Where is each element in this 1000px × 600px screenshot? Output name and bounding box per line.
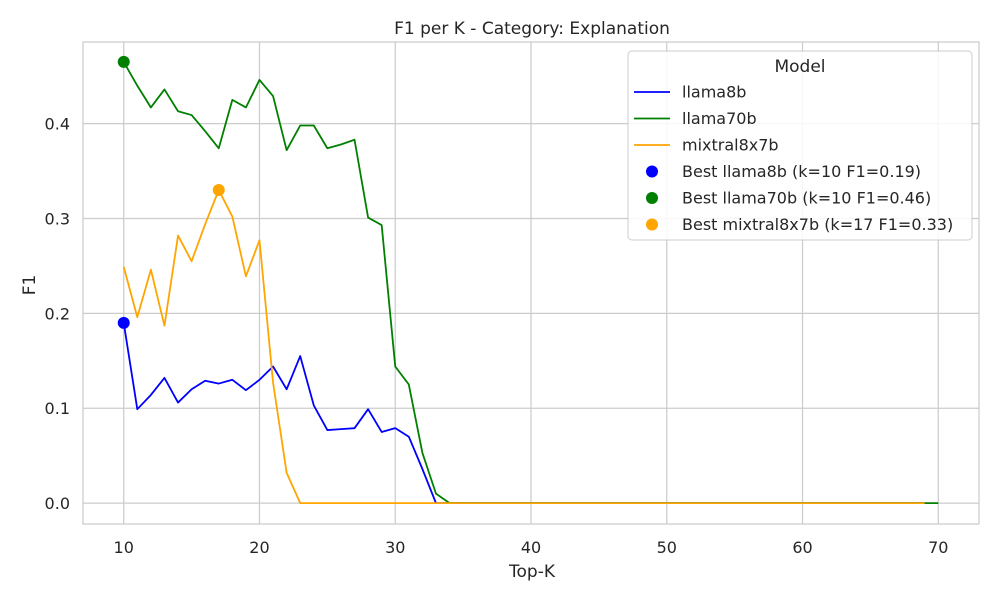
best-point-marker-0 bbox=[117, 316, 130, 329]
legend-label: mixtral8x7b bbox=[682, 136, 779, 155]
x-tick-label: 40 bbox=[521, 538, 541, 557]
x-tick-label: 60 bbox=[792, 538, 812, 557]
legend-marker-swatch bbox=[646, 165, 658, 178]
legend-entries: llama8b llama70b mixtral8x7b Best llama8b (… bbox=[634, 83, 953, 234]
series-line-mixtral8x7b bbox=[122, 189, 925, 505]
best-point-marker-1 bbox=[117, 55, 130, 68]
legend-box bbox=[627, 50, 973, 241]
y-tick-labels: 0.0 0.1 0.2 0.3 0.4 bbox=[45, 115, 70, 514]
y-tick-label: 0.1 bbox=[45, 399, 70, 418]
y-tick-label: 0.3 bbox=[45, 209, 70, 228]
best-point-marker-2 bbox=[212, 184, 225, 197]
legend-label: Best mixtral8x7b (k=17 F1=0.33) bbox=[682, 215, 953, 234]
y-tick-label: 0.4 bbox=[45, 115, 70, 134]
legend-label: Best llama8b (k=10 F1=0.19) bbox=[682, 162, 921, 181]
y-tick-label: 0.2 bbox=[45, 304, 70, 323]
chart-title: F1 per K - Category: Explanation bbox=[394, 19, 670, 39]
legend-title: Model bbox=[774, 57, 825, 77]
x-tick-label: 70 bbox=[928, 538, 948, 557]
legend-label: llama8b bbox=[682, 83, 746, 102]
x-axis-title: Top-K bbox=[508, 562, 556, 582]
x-tick-label: 20 bbox=[249, 538, 269, 557]
y-axis-title: F1 bbox=[20, 275, 40, 296]
y-tick-label: 0.0 bbox=[45, 494, 70, 513]
series-layer bbox=[122, 61, 939, 505]
x-tick-labels: 10 20 30 40 50 60 70 bbox=[114, 538, 949, 557]
best-markers bbox=[117, 55, 225, 329]
legend-label: Best llama70b (k=10 F1=0.46) bbox=[682, 189, 931, 208]
legend: Model llama8b llama70b mixtral8x7b Best lla… bbox=[627, 50, 973, 241]
legend-marker-swatch bbox=[646, 192, 658, 204]
legend-label: llama70b bbox=[682, 109, 757, 128]
legend-marker-swatch bbox=[646, 218, 658, 231]
x-tick-label: 50 bbox=[657, 538, 677, 557]
x-tick-label: 30 bbox=[385, 538, 405, 557]
x-tick-label: 10 bbox=[114, 538, 134, 557]
plot-frame bbox=[82, 41, 980, 525]
